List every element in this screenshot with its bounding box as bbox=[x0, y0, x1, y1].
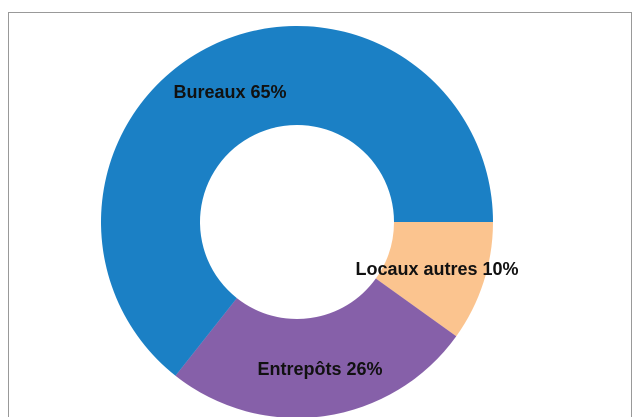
segment-label: Bureaux 65% bbox=[173, 82, 286, 102]
segment-label: Entrepôts 26% bbox=[257, 359, 382, 379]
value-label: 65% bbox=[251, 82, 287, 102]
donut-segment bbox=[175, 278, 457, 417]
category-label: Locaux autres bbox=[355, 259, 477, 279]
category-label: Bureaux bbox=[173, 82, 245, 102]
donut-segment bbox=[100, 25, 494, 376]
value-label: 10% bbox=[483, 259, 519, 279]
value-label: 26% bbox=[347, 359, 383, 379]
category-label: Entrepôts bbox=[257, 359, 341, 379]
donut-segment bbox=[375, 222, 494, 337]
segment-label: Locaux autres 10% bbox=[355, 259, 518, 279]
